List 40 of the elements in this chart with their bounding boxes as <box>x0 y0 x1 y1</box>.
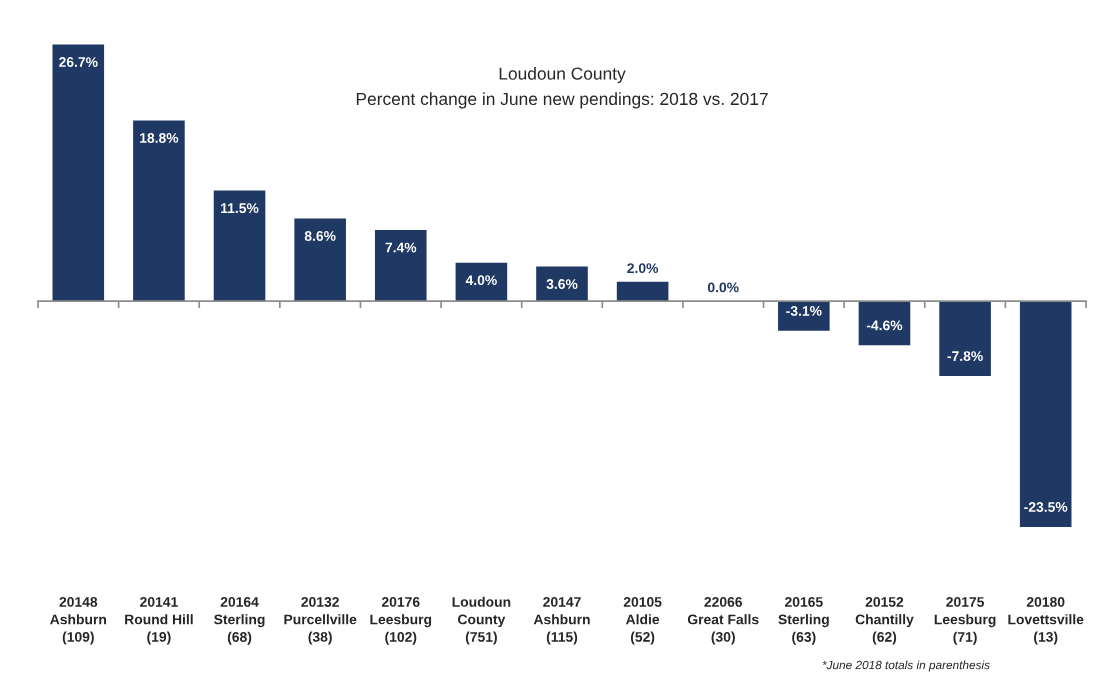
bar <box>939 301 991 377</box>
x-tick-label: 22066 Great Falls (30) <box>687 597 759 645</box>
x-tick-label: 20105 Aldie (52) <box>623 597 662 645</box>
bar <box>536 266 588 302</box>
data-label: 26.7% <box>59 57 98 67</box>
data-label: -7.8% <box>947 351 983 362</box>
x-tick-label: Loudoun County (751) <box>452 596 511 645</box>
x-tick-label: 20132 Purcellville (38) <box>284 597 357 645</box>
data-label: 0.0% <box>707 282 739 293</box>
x-tick-label: 20165 Sterling (63) <box>778 597 829 645</box>
bar <box>374 229 427 302</box>
text: Loudoun County <box>499 67 626 84</box>
bar <box>1019 301 1072 527</box>
bar <box>133 120 185 302</box>
bar <box>778 301 830 331</box>
data-label: -4.6% <box>866 320 903 331</box>
x-tick-label: 20141 Round Hill (19) <box>125 597 193 645</box>
text: *June 2018 totals in parenthesis <box>822 660 990 672</box>
data-label: 2.0% <box>627 263 659 274</box>
bar <box>858 301 911 346</box>
data-label: -23.5% <box>1024 502 1068 512</box>
data-label: 3.6% <box>546 279 578 289</box>
text: Percent change in June new pendings: 2018 vs. 2017 <box>356 92 768 109</box>
data-label: 11.5% <box>221 203 259 214</box>
data-label: 8.6% <box>304 231 336 241</box>
x-tick-label: 20180 Lovettsville (13) <box>1008 597 1084 645</box>
data-label: 18.8% <box>140 133 179 143</box>
bar <box>616 281 669 302</box>
data-label: 7.4% <box>385 242 417 253</box>
data-label: 4.0% <box>465 275 497 286</box>
bar <box>294 218 346 302</box>
x-tick-label: 20152 Chantilly (62) <box>855 597 914 645</box>
x-tick-label: 20176 Leesburg (102) <box>370 597 432 645</box>
x-tick-label: 20148 Ashburn (109) <box>50 597 106 645</box>
bar <box>52 44 105 302</box>
x-tick-label: 20164 Sterling (68) <box>214 597 265 645</box>
x-tick-label: 20147 Ashburn (115) <box>533 597 590 645</box>
x-tick-label: 20175 Leesburg (71) <box>934 597 996 645</box>
data-label: -3.1% <box>786 306 822 316</box>
bar <box>213 190 266 302</box>
